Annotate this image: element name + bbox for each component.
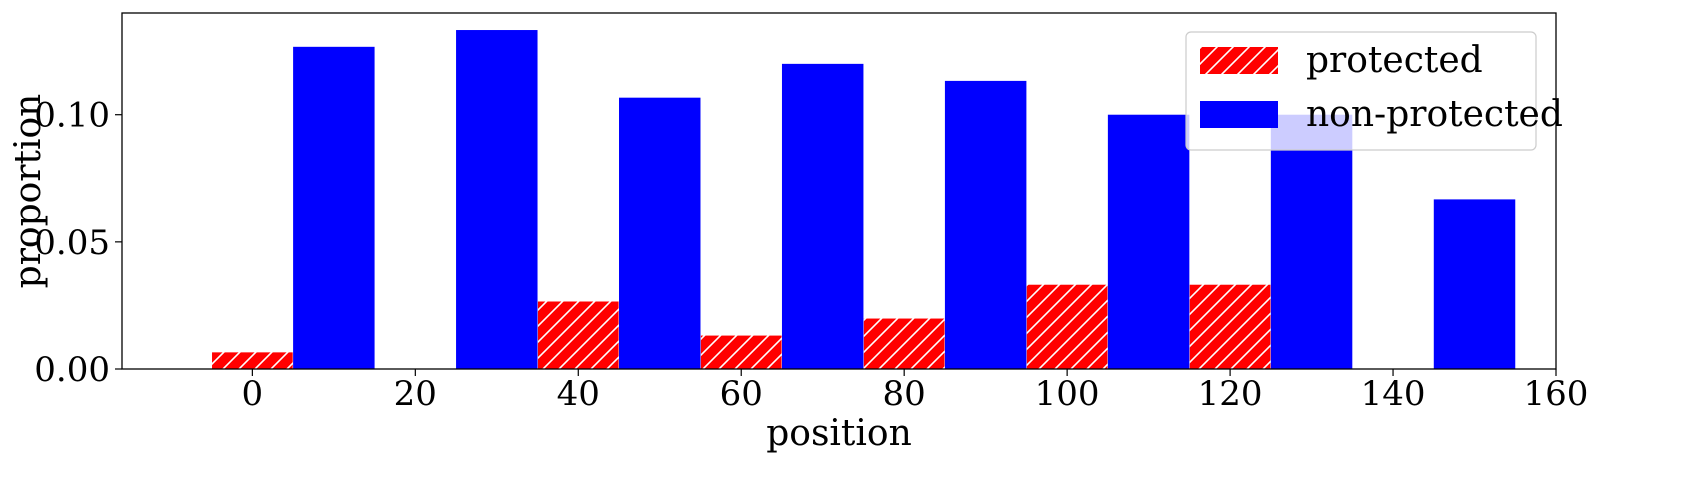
y-tick-label: 0.10 (34, 96, 110, 136)
legend-swatch-non-protected (1200, 101, 1278, 128)
legend: protected non-protected (1185, 31, 1563, 151)
x-tick-label: 160 (1524, 374, 1589, 414)
x-axis-label: position (766, 413, 912, 454)
bar-protected-40 (537, 300, 620, 370)
bar-protected-0 (211, 351, 294, 370)
bar-non-protected-130 (1270, 114, 1353, 369)
y-axis-label: proportion (8, 94, 49, 289)
bar-protected-100 (1025, 283, 1109, 370)
bar-non-protected-10 (293, 46, 375, 369)
x-tick-label: 40 (557, 374, 600, 414)
bar-non-protected-90 (944, 80, 1027, 369)
bar-non-protected-70 (781, 63, 864, 369)
legend-label-protected: protected (1306, 40, 1483, 81)
x-tick-label: 140 (1361, 374, 1426, 414)
y-axis: 0.00 0.05 0.10 (34, 96, 122, 390)
bar-non-protected-110 (1107, 114, 1190, 369)
x-tick-label: 100 (1035, 374, 1100, 414)
bar-protected-120 (1188, 283, 1272, 370)
x-tick-label: 0 (242, 374, 264, 414)
x-axis: 0 20 40 60 80 100 120 140 160 (242, 369, 1589, 414)
x-tick-label: 120 (1198, 374, 1263, 414)
x-tick-label: 80 (883, 374, 926, 414)
bar-non-protected-50 (619, 97, 701, 370)
legend-label-non-protected: non-protected (1306, 94, 1563, 135)
y-tick-label: 0.05 (34, 223, 110, 263)
x-tick-label: 60 (720, 374, 763, 414)
bar-non-protected-150 (1433, 199, 1516, 369)
bar-protected-60 (700, 334, 783, 370)
legend-swatch-protected (1200, 47, 1278, 74)
plot-frame (121, 12, 1557, 370)
bars-group (211, 30, 1516, 370)
bar-non-protected-30 (456, 30, 538, 370)
y-tick-label: 0.00 (34, 350, 110, 390)
bar-protected-80 (863, 317, 946, 370)
x-tick-label: 20 (394, 374, 437, 414)
